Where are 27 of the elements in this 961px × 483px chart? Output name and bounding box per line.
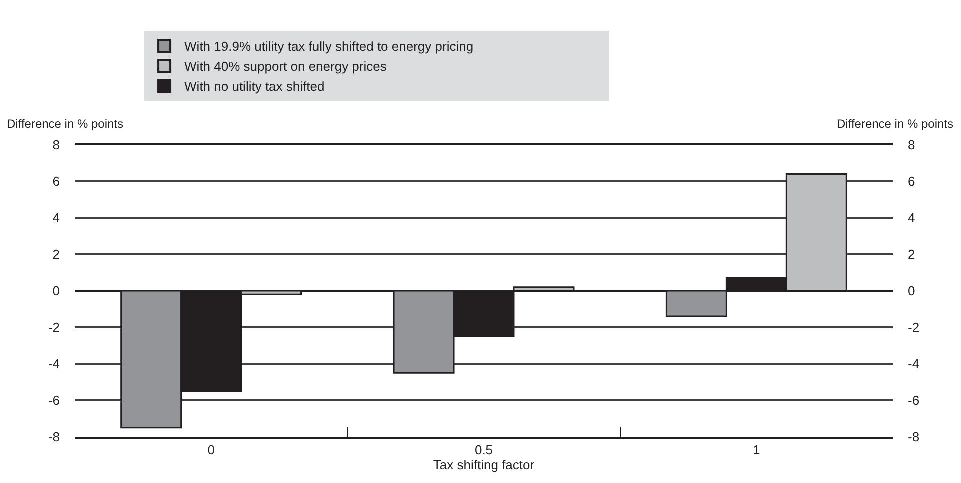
y-tick-label: 8 (52, 138, 60, 153)
y-tick-label: -2 (48, 320, 60, 336)
y2-tick-label: 4 (908, 210, 916, 226)
y-axis-title: Difference in % points (7, 117, 124, 131)
y2-tick-label: 0 (908, 284, 916, 299)
y2-axis-title: Difference in % points (837, 117, 954, 131)
legend-label: With 19.9% utility tax fully shifted to energy pricing (184, 39, 474, 54)
y2-tick-label: -4 (908, 356, 920, 372)
y-tick-label: -8 (48, 430, 60, 445)
y-tick-label: 4 (52, 210, 60, 226)
x-tick-label: 1 (753, 442, 760, 458)
y2-tick-label: 2 (908, 247, 916, 262)
y2-tick-label: 8 (908, 138, 916, 153)
x-tick-label: 0.5 (474, 442, 494, 458)
legend-label: With no utility tax shifted (184, 79, 325, 94)
y2-tick-label: -6 (908, 393, 920, 408)
x-axis-title: Tax shifting factor (433, 458, 536, 473)
y-tick-label: 0 (52, 284, 60, 299)
y2-tick-label: -2 (908, 320, 920, 336)
legend-label: With 40% support on energy prices (184, 59, 388, 74)
y-tick-label: -4 (48, 356, 60, 372)
y-tick-label: 2 (52, 247, 60, 262)
y2-tick-label: -8 (908, 430, 920, 445)
y-tick-label: 6 (52, 174, 60, 190)
y-tick-label: -6 (48, 393, 60, 408)
y2-tick-label: 6 (908, 174, 916, 190)
x-tick-label: 0 (208, 442, 215, 458)
